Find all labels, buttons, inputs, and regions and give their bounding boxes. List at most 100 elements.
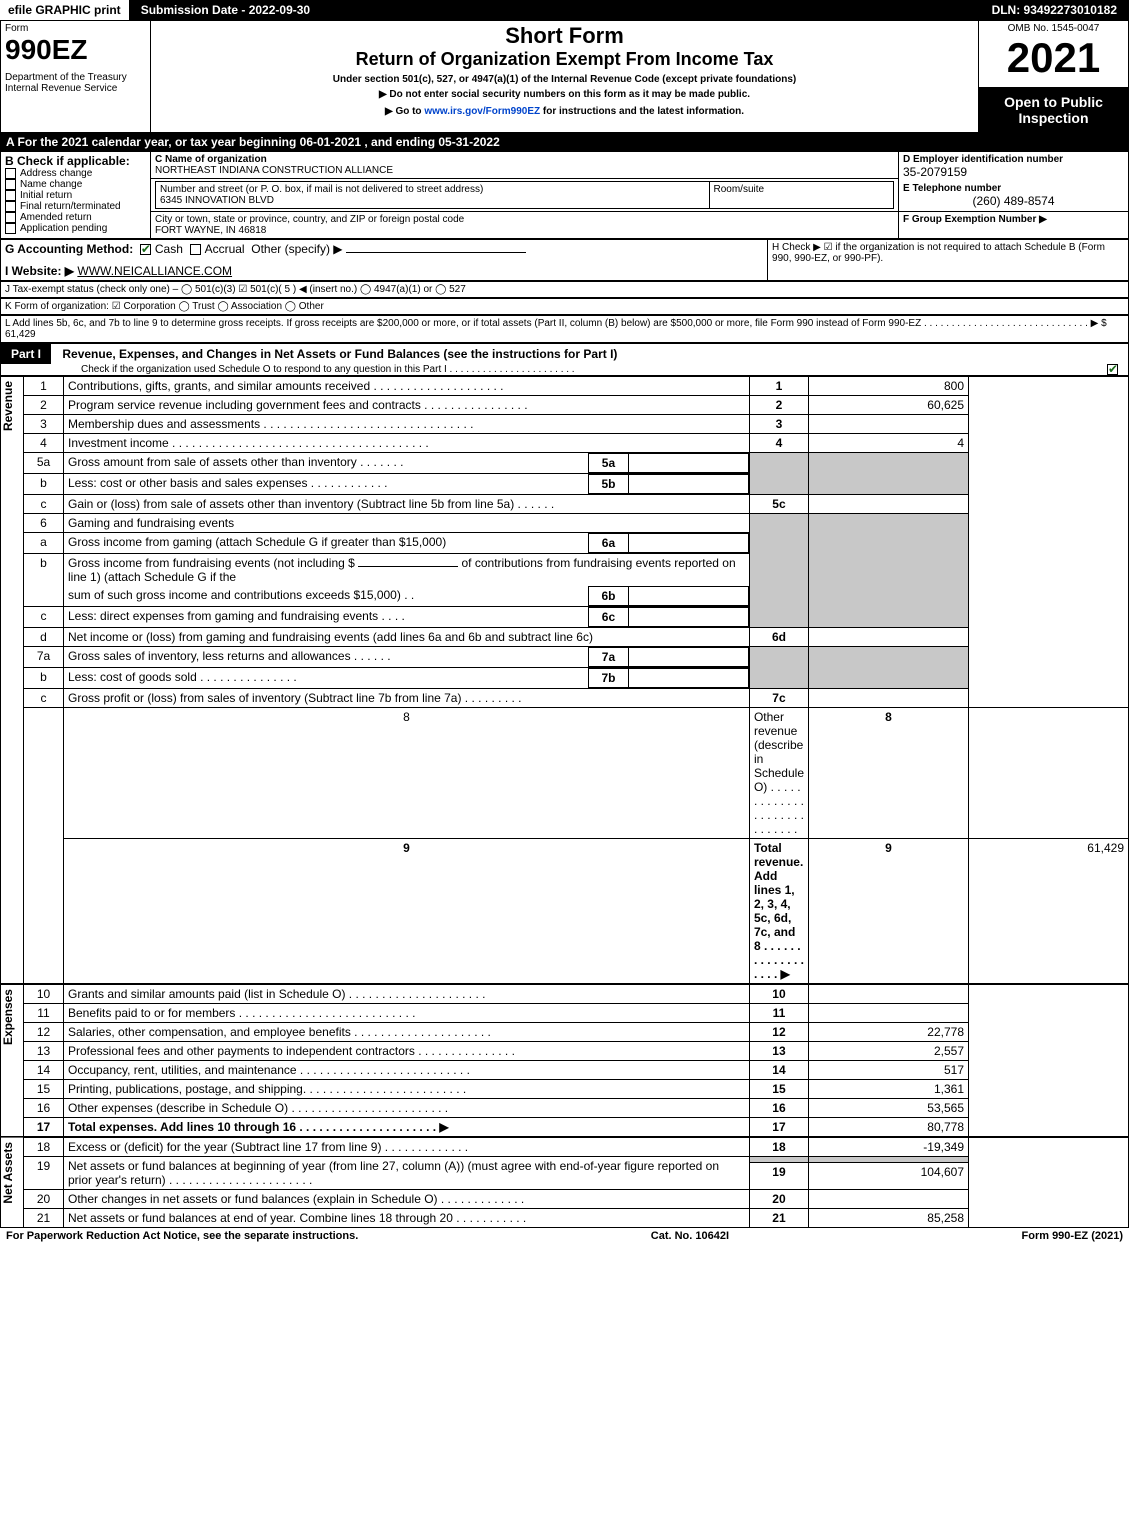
form-number: 990EZ [5, 34, 146, 66]
line-1-num: 1 [24, 376, 64, 395]
chk-schedule-o[interactable] [1107, 364, 1118, 375]
line-3-desc: Membership dues and assessments . . . . … [64, 414, 750, 433]
chk-application-pending[interactable]: Application pending [5, 223, 146, 234]
org-name: NORTHEAST INDIANA CONSTRUCTION ALLIANCE [155, 165, 894, 176]
line-17-num: 17 [24, 1117, 64, 1137]
line-8-num: 8 [64, 707, 750, 838]
line-12-num: 12 [24, 1022, 64, 1041]
line-11-num: 11 [24, 1003, 64, 1022]
line-1-box: 1 [749, 376, 808, 395]
chk-cash[interactable] [140, 244, 151, 255]
other-specify-input[interactable] [346, 252, 526, 253]
chk-initial-return[interactable]: Initial return [5, 190, 146, 201]
section-k: K Form of organization: ☑ Corporation ◯ … [1, 298, 1129, 314]
instruction-2[interactable]: ▶ Go to www.irs.gov/Form990EZ for instru… [155, 106, 974, 117]
line-5a-desc: Gross amount from sale of assets other t… [64, 453, 588, 472]
line-7c-desc: Gross profit or (loss) from sales of inv… [64, 688, 750, 707]
part-1-table: Revenue 1 Contributions, gifts, grants, … [0, 376, 1129, 1228]
line-17-desc: Total expenses. Add lines 10 through 16 … [64, 1117, 750, 1137]
line-6a-value [628, 533, 748, 552]
chk-name-change[interactable]: Name change [5, 179, 146, 190]
line-17-box: 17 [749, 1117, 808, 1137]
section-f-label: F Group Exemption Number ▶ [903, 214, 1124, 225]
line-6c-desc: Less: direct expenses from gaming and fu… [64, 607, 588, 626]
line-5a-num: 5a [24, 452, 64, 473]
form-title-1: Short Form [155, 23, 974, 49]
form-label: Form [5, 23, 146, 34]
website[interactable]: WWW.NEICALLIANCE.COM [77, 264, 232, 278]
line-2-num: 2 [24, 395, 64, 414]
line-14-box: 14 [749, 1060, 808, 1079]
line-9-value: 61,429 [969, 838, 1129, 984]
line-6d-value [809, 627, 969, 646]
line-15-value: 1,361 [809, 1079, 969, 1098]
city-label: City or town, state or province, country… [155, 214, 894, 225]
grey-cell-6 [749, 513, 808, 627]
line-6b-value [628, 586, 748, 605]
part-1-header: Part I Revenue, Expenses, and Changes in… [0, 343, 1129, 376]
irs-link[interactable]: www.irs.gov/Form990EZ [424, 106, 540, 117]
section-d-label: D Employer identification number [903, 154, 1124, 165]
line-6b-blank[interactable] [358, 566, 458, 567]
grey-val-6 [809, 513, 969, 627]
line-7a-value [628, 647, 748, 666]
form-header: Form 990EZ Department of the Treasury In… [0, 20, 1129, 133]
city: FORT WAYNE, IN 46818 [155, 225, 894, 236]
line-20-box: 20 [749, 1189, 808, 1208]
line-7c-box: 7c [749, 688, 808, 707]
line-4-value: 4 [809, 433, 969, 452]
open-to-public: Open to Public Inspection [983, 94, 1124, 126]
footer-mid: Cat. No. 10642I [651, 1230, 729, 1242]
department: Department of the Treasury Internal Reve… [5, 72, 146, 94]
line-2-box: 2 [749, 395, 808, 414]
top-bar: efile GRAPHIC print Submission Date - 20… [0, 0, 1129, 20]
chk-address-change[interactable]: Address change [5, 168, 146, 179]
line-4-desc: Investment income . . . . . . . . . . . … [64, 433, 750, 452]
line-21-value: 85,258 [809, 1208, 969, 1227]
line-18-box: 18 [749, 1137, 808, 1157]
line-10-num: 10 [24, 984, 64, 1004]
line-5a-value [628, 453, 748, 472]
section-j: J Tax-exempt status (check only one) – ◯… [1, 281, 1129, 297]
expenses-label: Expenses [1, 985, 23, 1049]
chk-amended-return[interactable]: Amended return [5, 212, 146, 223]
line-19-num: 19 [24, 1156, 64, 1189]
line-13-value: 2,557 [809, 1041, 969, 1060]
line-1-value: 800 [809, 376, 969, 395]
line-16-desc: Other expenses (describe in Schedule O) … [64, 1098, 750, 1117]
line-11-desc: Benefits paid to or for members . . . . … [64, 1003, 750, 1022]
line-3-value [809, 414, 969, 433]
telephone: (260) 489-8574 [903, 194, 1124, 208]
line-19-value: 104,607 [809, 1163, 969, 1189]
line-16-num: 16 [24, 1098, 64, 1117]
dln: DLN: 93492273010182 [980, 0, 1129, 20]
line-8-value [969, 707, 1129, 838]
chk-accrual[interactable] [190, 244, 201, 255]
form-title-2: Return of Organization Exempt From Incom… [155, 49, 974, 70]
line-12-desc: Salaries, other compensation, and employ… [64, 1022, 750, 1041]
line-7b-num: b [24, 667, 64, 688]
revenue-label: Revenue [1, 377, 23, 435]
line-6b-desc1: Gross income from fundraising events (no… [68, 556, 355, 570]
section-g-label: G Accounting Method: [5, 242, 133, 256]
line-9-desc: Total revenue. Add lines 1, 2, 3, 4, 5c,… [749, 838, 808, 984]
line-14-value: 517 [809, 1060, 969, 1079]
line-7b-desc: Less: cost of goods sold . . . . . . . .… [64, 668, 588, 687]
line-6c-value [628, 607, 748, 626]
line-16-value: 53,565 [809, 1098, 969, 1117]
efile-print-label[interactable]: efile GRAPHIC print [0, 0, 129, 20]
line-6a-box: 6a [588, 533, 628, 552]
line-14-num: 14 [24, 1060, 64, 1079]
chk-final-return[interactable]: Final return/terminated [5, 201, 146, 212]
line-13-box: 13 [749, 1041, 808, 1060]
tax-year: 2021 [983, 34, 1124, 82]
line-7a-num: 7a [24, 646, 64, 667]
section-i-label: I Website: ▶ [5, 264, 74, 278]
line-5c-desc: Gain or (loss) from sale of assets other… [64, 494, 750, 513]
line-15-desc: Printing, publications, postage, and shi… [64, 1079, 750, 1098]
line-8-box: 8 [809, 707, 969, 838]
line-6d-box: 6d [749, 627, 808, 646]
line-7c-value [809, 688, 969, 707]
line-20-num: 20 [24, 1189, 64, 1208]
grey-cell-5 [749, 452, 808, 494]
